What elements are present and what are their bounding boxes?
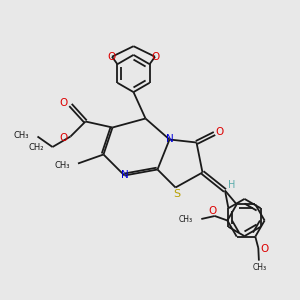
Text: O: O <box>151 52 159 62</box>
Text: S: S <box>173 189 181 199</box>
Text: H: H <box>228 180 235 190</box>
Text: N: N <box>121 170 128 181</box>
Text: CH₃: CH₃ <box>253 263 267 272</box>
Text: CH₃: CH₃ <box>14 131 29 140</box>
Text: CH₂: CH₂ <box>28 143 44 152</box>
Text: O: O <box>261 244 269 254</box>
Text: CH₃: CH₃ <box>54 160 70 169</box>
Text: O: O <box>208 206 217 216</box>
Text: O: O <box>108 52 116 62</box>
Text: O: O <box>60 133 68 143</box>
Text: O: O <box>216 127 224 137</box>
Text: N: N <box>166 134 173 145</box>
Text: O: O <box>60 98 68 109</box>
Text: CH₃: CH₃ <box>178 214 192 224</box>
